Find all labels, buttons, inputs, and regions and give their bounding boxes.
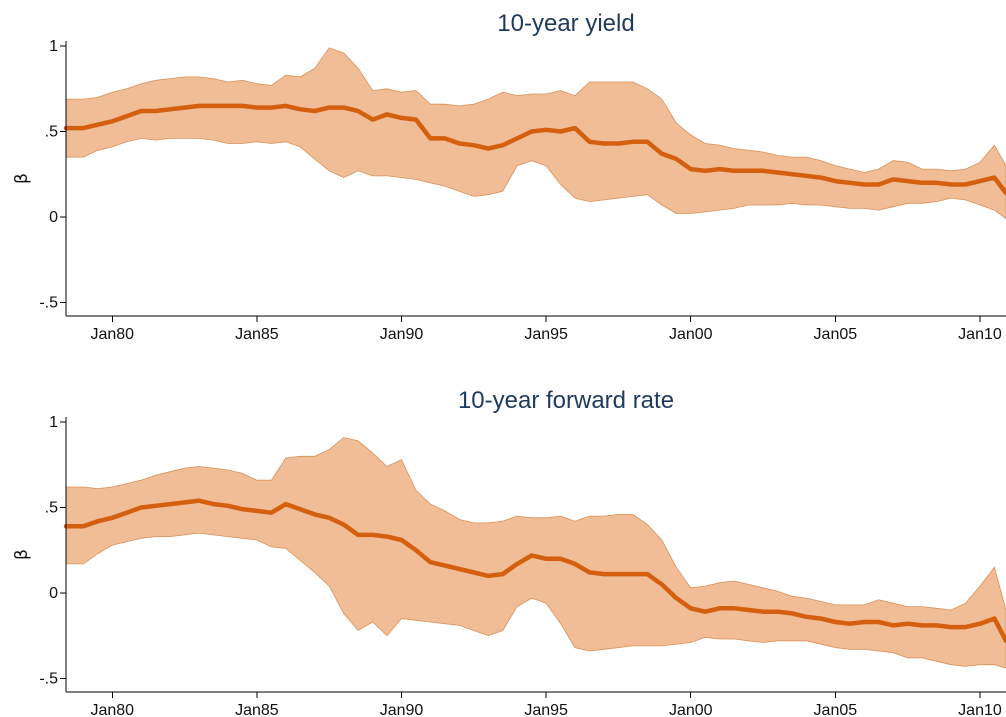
x-tick-label: Jan00 — [669, 702, 713, 717]
y-tick-label: -.5 — [39, 294, 58, 311]
chart-title: 10-year yield — [497, 10, 634, 37]
y-tick-label: .5 — [45, 124, 58, 141]
y-tick-label: 1 — [49, 38, 58, 55]
x-tick-label: Jan10 — [958, 702, 1002, 717]
x-tick-label: Jan85 — [235, 702, 279, 717]
estimate-line — [63, 103, 1006, 196]
y-tick-label: 0 — [49, 585, 58, 602]
chart-panel-2: 10-year forward rate -.5 0 .5 1 Jan80 Jan85 Jan… — [12, 387, 1006, 717]
y-axis-label: β — [12, 173, 32, 184]
y-tick-label: -.5 — [39, 670, 58, 687]
chart-title: 10-year forward rate — [458, 387, 674, 414]
y-axis-label: β — [12, 549, 32, 560]
x-tick-label: Jan95 — [524, 702, 568, 717]
y-tick-label: 0 — [49, 209, 58, 226]
x-tick-label: Jan80 — [90, 702, 134, 717]
x-tick-label: Jan80 — [90, 326, 134, 343]
chart-panel-1: 10-year yield -.5 0 .5 1 Jan80 Jan85 Jan90 Jan95… — [12, 10, 1006, 343]
confidence-band — [65, 437, 1006, 669]
x-tick-label: Jan05 — [814, 326, 858, 343]
x-tick-label: Jan00 — [669, 326, 713, 343]
x-tick-label: Jan10 — [958, 326, 1002, 343]
x-tick-label: Jan05 — [814, 702, 858, 717]
estimate-line — [63, 498, 1006, 644]
x-tick-label: Jan90 — [380, 702, 424, 717]
y-tick-label: .5 — [45, 500, 58, 517]
x-tick-label: Jan90 — [380, 326, 424, 343]
y-tick-label: 1 — [49, 414, 58, 431]
x-tick-label: Jan85 — [235, 326, 279, 343]
x-tick-label: Jan95 — [524, 326, 568, 343]
